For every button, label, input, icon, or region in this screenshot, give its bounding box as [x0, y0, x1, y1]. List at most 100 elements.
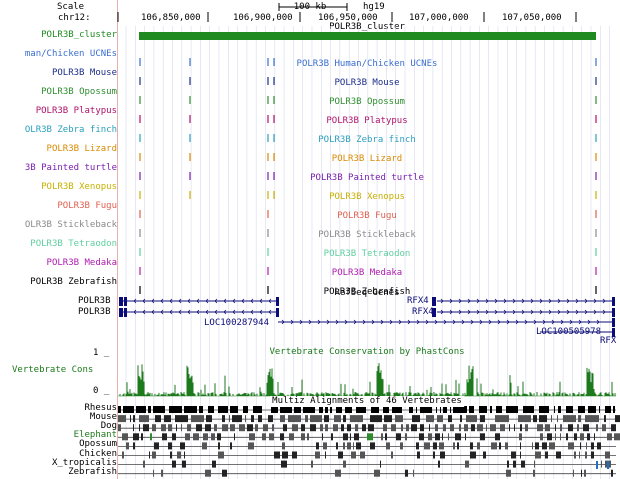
gene-arrow [344, 319, 348, 325]
multiz-block [433, 451, 435, 459]
multiz-species-label[interactable]: Chicken [79, 448, 117, 459]
multiz-block [535, 442, 539, 450]
refseq-left-label[interactable]: POLR3B [78, 307, 111, 317]
track-left-label[interactable]: POLR3B Mouse [51, 68, 117, 78]
multiz-block [448, 433, 449, 441]
gene-arrow [326, 319, 330, 325]
multiz-block [591, 451, 594, 459]
track-left-label[interactable]: POLR3B Zebrafish [30, 277, 117, 287]
track-left-label[interactable]: POLR3B Fugu [57, 201, 117, 211]
multiz-block [307, 433, 309, 441]
multiz-block [554, 406, 555, 413]
track-left-label[interactable]: POLR3B Lizard [46, 144, 117, 154]
cons-label[interactable]: Vertebrate Cons [12, 365, 94, 375]
track-center-label: POLR3B Lizard [331, 154, 403, 164]
multiz-block [614, 433, 620, 441]
multiz-block [465, 433, 466, 441]
gene-arrow [290, 319, 294, 325]
multiz-block [199, 406, 203, 413]
multiz-block [455, 433, 461, 441]
multiz-block [325, 451, 326, 459]
gene-arrow [575, 298, 579, 304]
multiz-block [130, 415, 131, 423]
track-left-label[interactable]: POLR3B Tetraodon [30, 239, 117, 249]
gene-arrow [169, 298, 173, 304]
multiz-block [367, 433, 373, 441]
track-left-label[interactable]: POLR3B Xenopus [41, 182, 117, 192]
multiz-species-label[interactable]: Mouse [89, 412, 117, 423]
multiz-block [568, 424, 573, 432]
multiz-block [495, 415, 509, 423]
multiz-block [136, 406, 146, 413]
loc-label[interactable]: LOC100287944 [204, 318, 270, 328]
gene-arrow [223, 309, 227, 315]
exon [612, 297, 615, 306]
multiz-species-label[interactable]: Zebrafish [68, 466, 117, 477]
multiz-species-label[interactable]: Opossum [79, 439, 117, 450]
rfx4-label[interactable]: RFX4 [407, 296, 429, 306]
multiz-species-label[interactable]: Elephant [73, 430, 117, 441]
rfx-short-label[interactable]: RFX [600, 336, 617, 346]
gene-arrow [142, 298, 146, 304]
multiz-block [435, 424, 438, 432]
track-left-label[interactable]: 3B Painted turtle [24, 163, 117, 173]
multiz-block [470, 442, 473, 450]
track-center-label: POLR3B Opossum [329, 97, 405, 107]
refseq-left-label[interactable]: POLR3B [78, 296, 111, 306]
track-center-label: POLR3B Stickleback [318, 230, 416, 240]
multiz-block [416, 406, 417, 413]
multiz-block [168, 442, 172, 450]
track-left-label[interactable]: man/Chicken UCNEs [24, 49, 117, 59]
multiz-block [222, 424, 228, 432]
multiz-block [374, 469, 380, 477]
multiz-block [311, 460, 313, 468]
multiz-block [469, 406, 474, 413]
multiz-block [289, 433, 294, 441]
multiz-block [486, 424, 487, 432]
multiz-block [334, 415, 341, 423]
multiz-block [196, 424, 202, 432]
multiz-species-label[interactable]: Rhesus [84, 403, 117, 413]
multiz-block [143, 460, 145, 468]
exon [432, 297, 436, 306]
track-left-label[interactable]: POLR3B_cluster [41, 30, 117, 40]
gene-arrow [596, 319, 600, 325]
multiz-block [591, 442, 594, 450]
multiz-block [514, 424, 515, 432]
track-center-label: POLR3B Xenopus [329, 192, 405, 202]
multiz-block [585, 451, 587, 459]
track-left-label[interactable]: OLR3B Stickleback [24, 220, 117, 230]
track-left-label[interactable]: POLR3B Platypus [35, 106, 117, 116]
multiz-block [594, 433, 595, 441]
multiz-block [584, 469, 586, 477]
multiz-block [490, 406, 492, 413]
track-left-label[interactable]: POLR3B Medaka [46, 258, 117, 268]
gene-arrow [566, 309, 570, 315]
multiz-block [438, 460, 440, 468]
multiz-block [439, 442, 444, 450]
gene-arrow [467, 309, 471, 315]
loc-label[interactable]: LOC100505978 [536, 327, 602, 337]
track-center-label: POLR3B Tetraodon [323, 249, 411, 259]
track-left-label[interactable]: POLR3B Opossum [41, 87, 117, 97]
gene-arrow [452, 319, 456, 325]
gene-arrow [458, 298, 462, 304]
multiz-block [148, 406, 151, 413]
multiz-species-label[interactable]: X_tropicalis [51, 457, 117, 468]
multiz-block [282, 442, 285, 450]
multiz-block [496, 406, 502, 413]
multiz-block [203, 433, 208, 441]
multiz-block [578, 415, 581, 423]
multiz-species-label[interactable]: Dog [100, 421, 117, 432]
multiz-block [547, 433, 552, 441]
multiz-block [581, 469, 582, 477]
multiz-block [341, 424, 344, 432]
track-left-label[interactable]: OLR3B Zebra finch [24, 125, 117, 135]
rfx4-label[interactable]: RFX4 [412, 307, 434, 317]
gene-arrow [512, 298, 516, 304]
multiz-block [343, 433, 348, 441]
multiz-block [217, 433, 221, 441]
multiz-block [580, 442, 581, 450]
multiz-block [218, 451, 224, 459]
